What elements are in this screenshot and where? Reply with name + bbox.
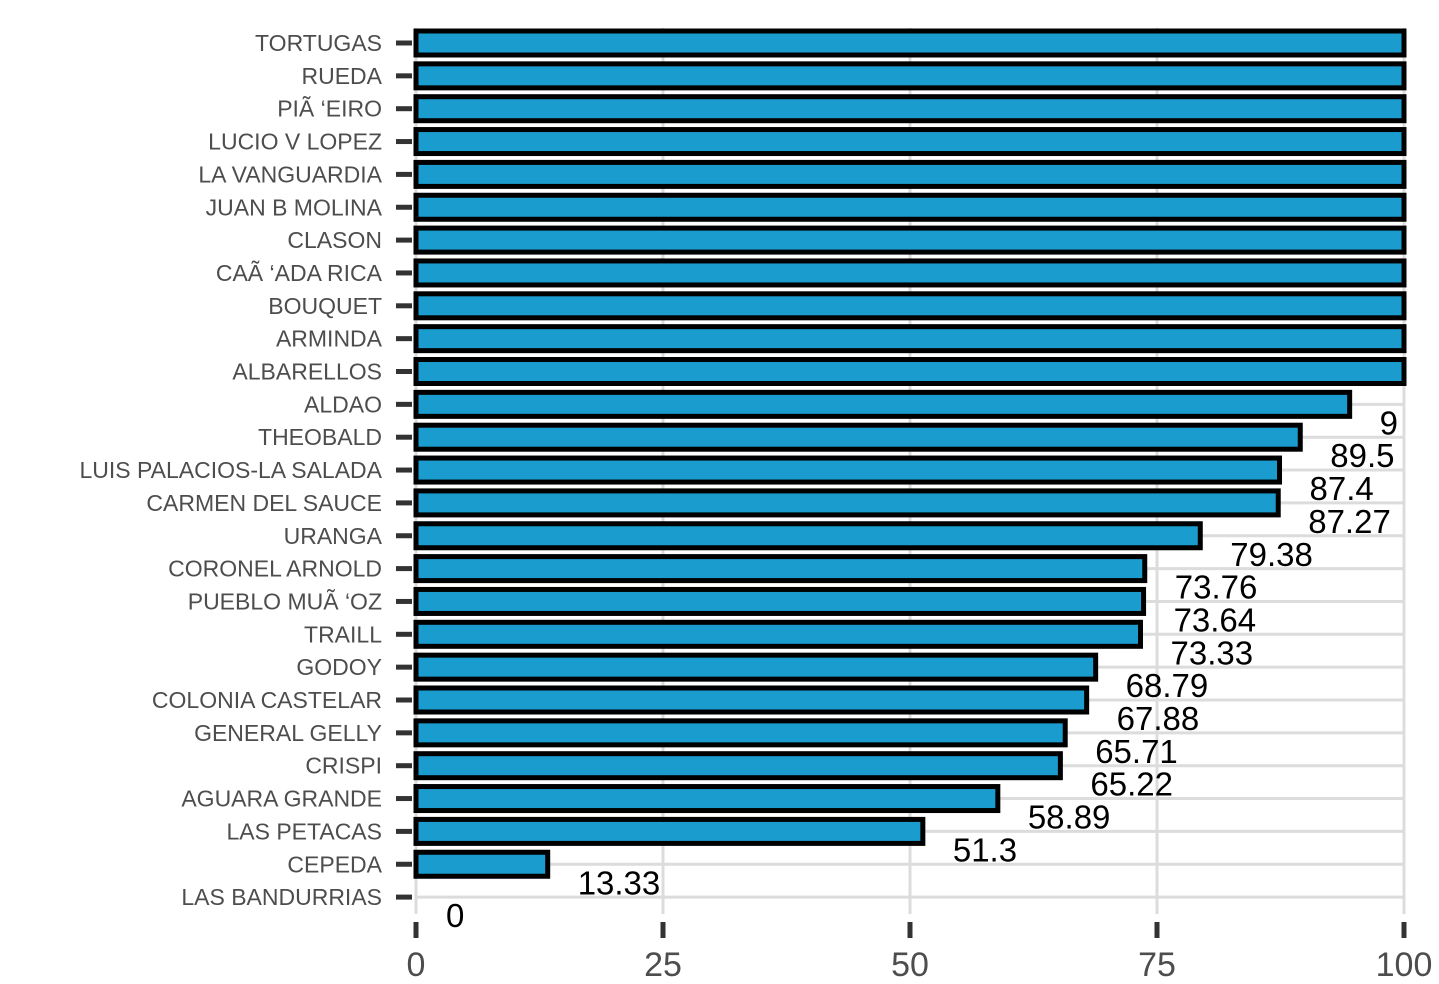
category-label: JUAN B MOLINA (206, 194, 383, 220)
bar (413, 28, 1407, 58)
category-label: LAS BANDURRIAS (181, 884, 382, 910)
bar (413, 61, 1407, 91)
bar (413, 586, 1147, 616)
bar (413, 422, 1303, 452)
data-label: 9 (1380, 404, 1398, 441)
bar (413, 357, 1407, 386)
category-label: TRAILL (304, 621, 382, 647)
data-label: 65.22 (1090, 766, 1173, 803)
category-label: PUEBLO MUÃ ‘OZ (188, 588, 382, 614)
bar (413, 521, 1203, 551)
bar (413, 455, 1283, 485)
category-label: CLASON (287, 227, 382, 253)
data-label: 13.33 (578, 864, 661, 901)
bar-layer (413, 28, 1407, 879)
x-tick-label: 50 (891, 946, 929, 984)
category-label: LA VANGUARDIA (198, 161, 382, 187)
x-tick-label: 25 (644, 946, 682, 984)
bar (413, 784, 1001, 814)
category-label: AGUARA GRANDE (181, 786, 382, 812)
category-label: CRISPI (305, 753, 382, 779)
bar (413, 816, 926, 846)
category-label: ALBARELLOS (232, 359, 382, 385)
category-label: THEOBALD (258, 424, 382, 450)
category-label: GENERAL GELLY (194, 720, 382, 746)
category-label: GODOY (296, 654, 382, 680)
category-label: CEPEDA (287, 851, 382, 877)
bar (413, 554, 1148, 584)
data-label: 87.27 (1308, 503, 1391, 540)
data-label: 73.76 (1175, 569, 1258, 606)
data-label: 0 (446, 897, 464, 934)
data-label: 65.71 (1095, 733, 1178, 770)
x-tick-label: 75 (1138, 946, 1176, 984)
category-label: COLONIA CASTELAR (152, 687, 382, 713)
data-label: 87.4 (1310, 470, 1374, 507)
bar (413, 291, 1407, 321)
category-label: CORONEL ARNOLD (168, 556, 382, 582)
bar (413, 324, 1407, 354)
bar (413, 751, 1063, 781)
data-label: 73.33 (1171, 634, 1254, 671)
bar (413, 488, 1281, 518)
data-label: 68.79 (1126, 667, 1209, 704)
category-label: CARMEN DEL SAUCE (146, 490, 382, 516)
data-label: 79.38 (1230, 536, 1313, 573)
bar (413, 389, 1353, 419)
category-label: ALDAO (304, 391, 382, 417)
data-label: 73.64 (1174, 601, 1257, 638)
bar (413, 127, 1407, 157)
data-label: 67.88 (1117, 700, 1200, 737)
bar (413, 849, 551, 879)
bar (413, 94, 1407, 124)
category-label: CAÃ ‘ADA RICA (216, 260, 383, 286)
category-label: BOUQUET (268, 293, 382, 319)
bar (413, 258, 1407, 288)
data-label: 51.3 (953, 831, 1017, 868)
category-label: LUCIO V LOPEZ (208, 129, 382, 155)
bar (413, 159, 1407, 189)
label-layer: TORTUGAS RUEDA PIÃ ‘EIRO LUCIO V LOPEZ LA VA… (79, 30, 1398, 934)
category-label: PIÃ ‘EIRO (277, 96, 382, 122)
bar (413, 619, 1144, 649)
data-label: 89.5 (1330, 437, 1394, 474)
category-label: URANGA (284, 523, 383, 549)
bar (413, 685, 1090, 715)
bar (413, 718, 1068, 748)
category-label: LUIS PALACIOS-LA SALADA (79, 457, 382, 483)
category-label: ARMINDA (276, 326, 383, 352)
bar (413, 225, 1407, 255)
x-tick-label: 0 (407, 946, 426, 984)
bar (413, 192, 1407, 222)
bar (413, 652, 1099, 682)
axis-layer: 0 25 50 75 100 (396, 40, 1433, 984)
category-label: RUEDA (301, 63, 382, 89)
category-label: LAS PETACAS (226, 818, 382, 844)
data-label: 58.89 (1028, 799, 1111, 836)
category-label: TORTUGAS (255, 30, 382, 56)
x-tick-label: 100 (1376, 946, 1433, 984)
